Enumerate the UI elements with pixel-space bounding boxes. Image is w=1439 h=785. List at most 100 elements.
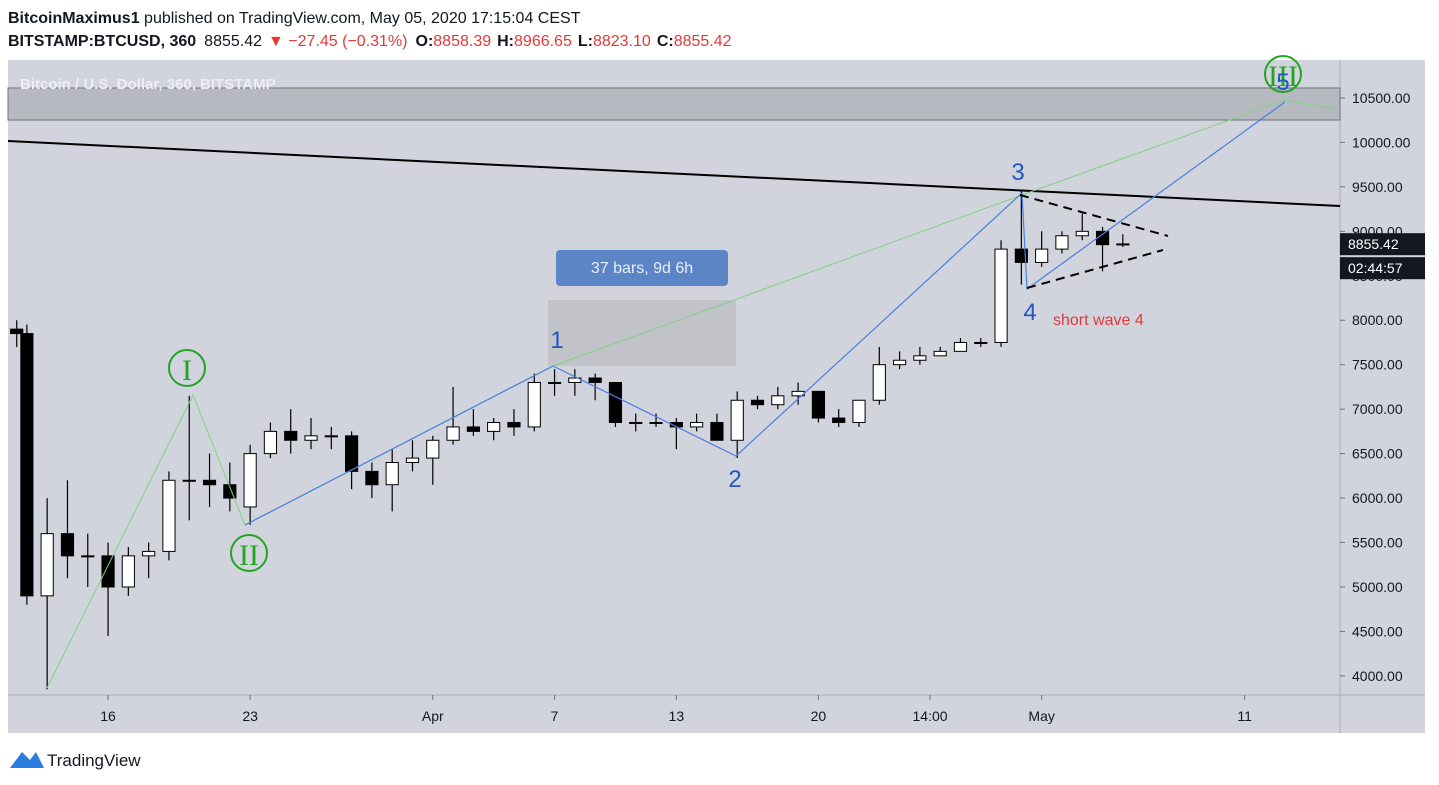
brand: TradingView: [47, 751, 141, 770]
candle-body: [953, 341, 968, 352]
last-price-label: 8855.42: [1348, 236, 1399, 252]
candle-body: [629, 421, 643, 424]
wave-label: I: [182, 354, 192, 387]
candle-body: [60, 533, 75, 557]
author: BitcoinMaximus1: [8, 10, 140, 27]
resistance-zone: [7, 87, 1341, 121]
y-tick-label: 7500.00: [1352, 357, 1403, 373]
candle-body: [182, 479, 196, 482]
chart-background: [8, 60, 1425, 733]
countdown: 02:44:57: [1348, 260, 1403, 276]
change: ▼ −27.45 (−0.31%): [268, 33, 407, 50]
axes: 4000.00 4500.00 5000.00 5500.00 6000.00 6500.…: [100, 90, 1425, 724]
wave-label: II: [239, 539, 259, 572]
x-tick-label: 23: [242, 708, 258, 724]
candle-body: [811, 390, 825, 419]
candle-body: [1035, 248, 1049, 263]
candle-body: [1014, 248, 1028, 263]
note: short wave 4: [1053, 312, 1144, 329]
x-tick-label: 20: [811, 708, 827, 724]
candle-body: [608, 381, 623, 423]
x-tick-label: 13: [669, 708, 685, 724]
candle-body: [690, 421, 704, 428]
ohlc-value: 8858.39: [433, 33, 491, 50]
y-tick-label: 4000.00: [1352, 668, 1403, 684]
candle-body: [507, 421, 521, 428]
measure-label-box: [556, 250, 728, 286]
candle-body: [345, 435, 359, 472]
candle-body: [365, 470, 379, 486]
wave-label: 2: [728, 466, 741, 493]
candle-body: [649, 421, 663, 424]
candle-body: [324, 435, 338, 438]
y-tick-label: 5500.00: [1352, 535, 1403, 551]
candle-body: [588, 377, 602, 383]
candle-body: [852, 399, 866, 423]
candle-body: [263, 430, 278, 455]
candle-body: [750, 399, 765, 406]
wave-path-minor: [244, 101, 1286, 526]
candle-body: [405, 457, 420, 463]
candle-body: [81, 555, 95, 558]
y-tick-label: 10000.00: [1352, 134, 1411, 150]
ohlc-key: O:: [416, 33, 434, 50]
candle-body: [487, 421, 501, 432]
ohlc-value: 8966.65: [514, 33, 572, 50]
candle-body: [284, 430, 298, 441]
y-tick-label: 6000.00: [1352, 490, 1403, 506]
x-tick-label: 14:00: [913, 708, 948, 724]
ohlc-key: L:: [578, 33, 593, 50]
x-tick-label: 7: [551, 708, 559, 724]
measure-label: 37 bars, 9d 6h: [591, 260, 693, 277]
candle-body: [771, 395, 785, 406]
candle-body: [202, 479, 217, 486]
candle-body: [1075, 230, 1089, 237]
candle-body: [892, 359, 907, 366]
wave-label: III: [1268, 60, 1298, 93]
ohlc-value: 8823.10: [593, 33, 651, 50]
y-tick-label: 6500.00: [1352, 446, 1403, 462]
wave-circle: [1264, 55, 1302, 93]
published: published on TradingView.com, May 05, 20…: [140, 10, 581, 27]
symbol: BITSTAMP:BTCUSD, 360: [8, 33, 196, 50]
x-tick-label: May: [1028, 708, 1054, 724]
candle-body: [466, 426, 480, 432]
quote-line: BITSTAMP:BTCUSD, 360 8855.42 ▼ −27.45 (−0.…: [8, 33, 732, 50]
candle-body: [1055, 235, 1069, 250]
candle-body: [974, 341, 988, 344]
trendline: [7, 140, 1341, 207]
candle-body: [913, 355, 927, 361]
wave-circle: [230, 534, 268, 572]
ohlc-key: H:: [497, 33, 514, 50]
candle-body: [730, 399, 744, 441]
candle-body: [446, 426, 460, 441]
y-tick-label: 10500.00: [1352, 90, 1411, 106]
candle-body: [304, 435, 318, 441]
candle-body: [547, 381, 562, 384]
wave-label: 3: [1011, 159, 1024, 186]
last-price-box: [1340, 233, 1425, 256]
candle-body: [832, 417, 846, 423]
wave-label: 5: [1276, 69, 1289, 96]
y-tick-label: 7000.00: [1352, 401, 1403, 417]
candle-body: [20, 333, 34, 597]
y-tick-label: 9500.00: [1352, 179, 1403, 195]
candle-body: [243, 453, 257, 508]
wave-label: 4: [1023, 299, 1036, 326]
y-tick-label: 8000.00: [1352, 312, 1403, 328]
triangle-upper: [1019, 194, 1169, 237]
candle-body: [872, 364, 886, 401]
candle-body: [994, 248, 1008, 343]
x-tick-label: 11: [1237, 708, 1252, 724]
candle-body: [121, 555, 135, 588]
price: 8855.42: [204, 33, 262, 50]
x-tick-label: 16: [100, 708, 116, 724]
candle-body: [142, 550, 156, 557]
candles: [10, 191, 1130, 690]
y-tick-label: 4500.00: [1352, 623, 1403, 639]
candle-body: [10, 328, 24, 335]
wave-circle: [168, 349, 206, 387]
wave-label: 1: [550, 327, 563, 354]
footer-logo: [10, 752, 44, 768]
